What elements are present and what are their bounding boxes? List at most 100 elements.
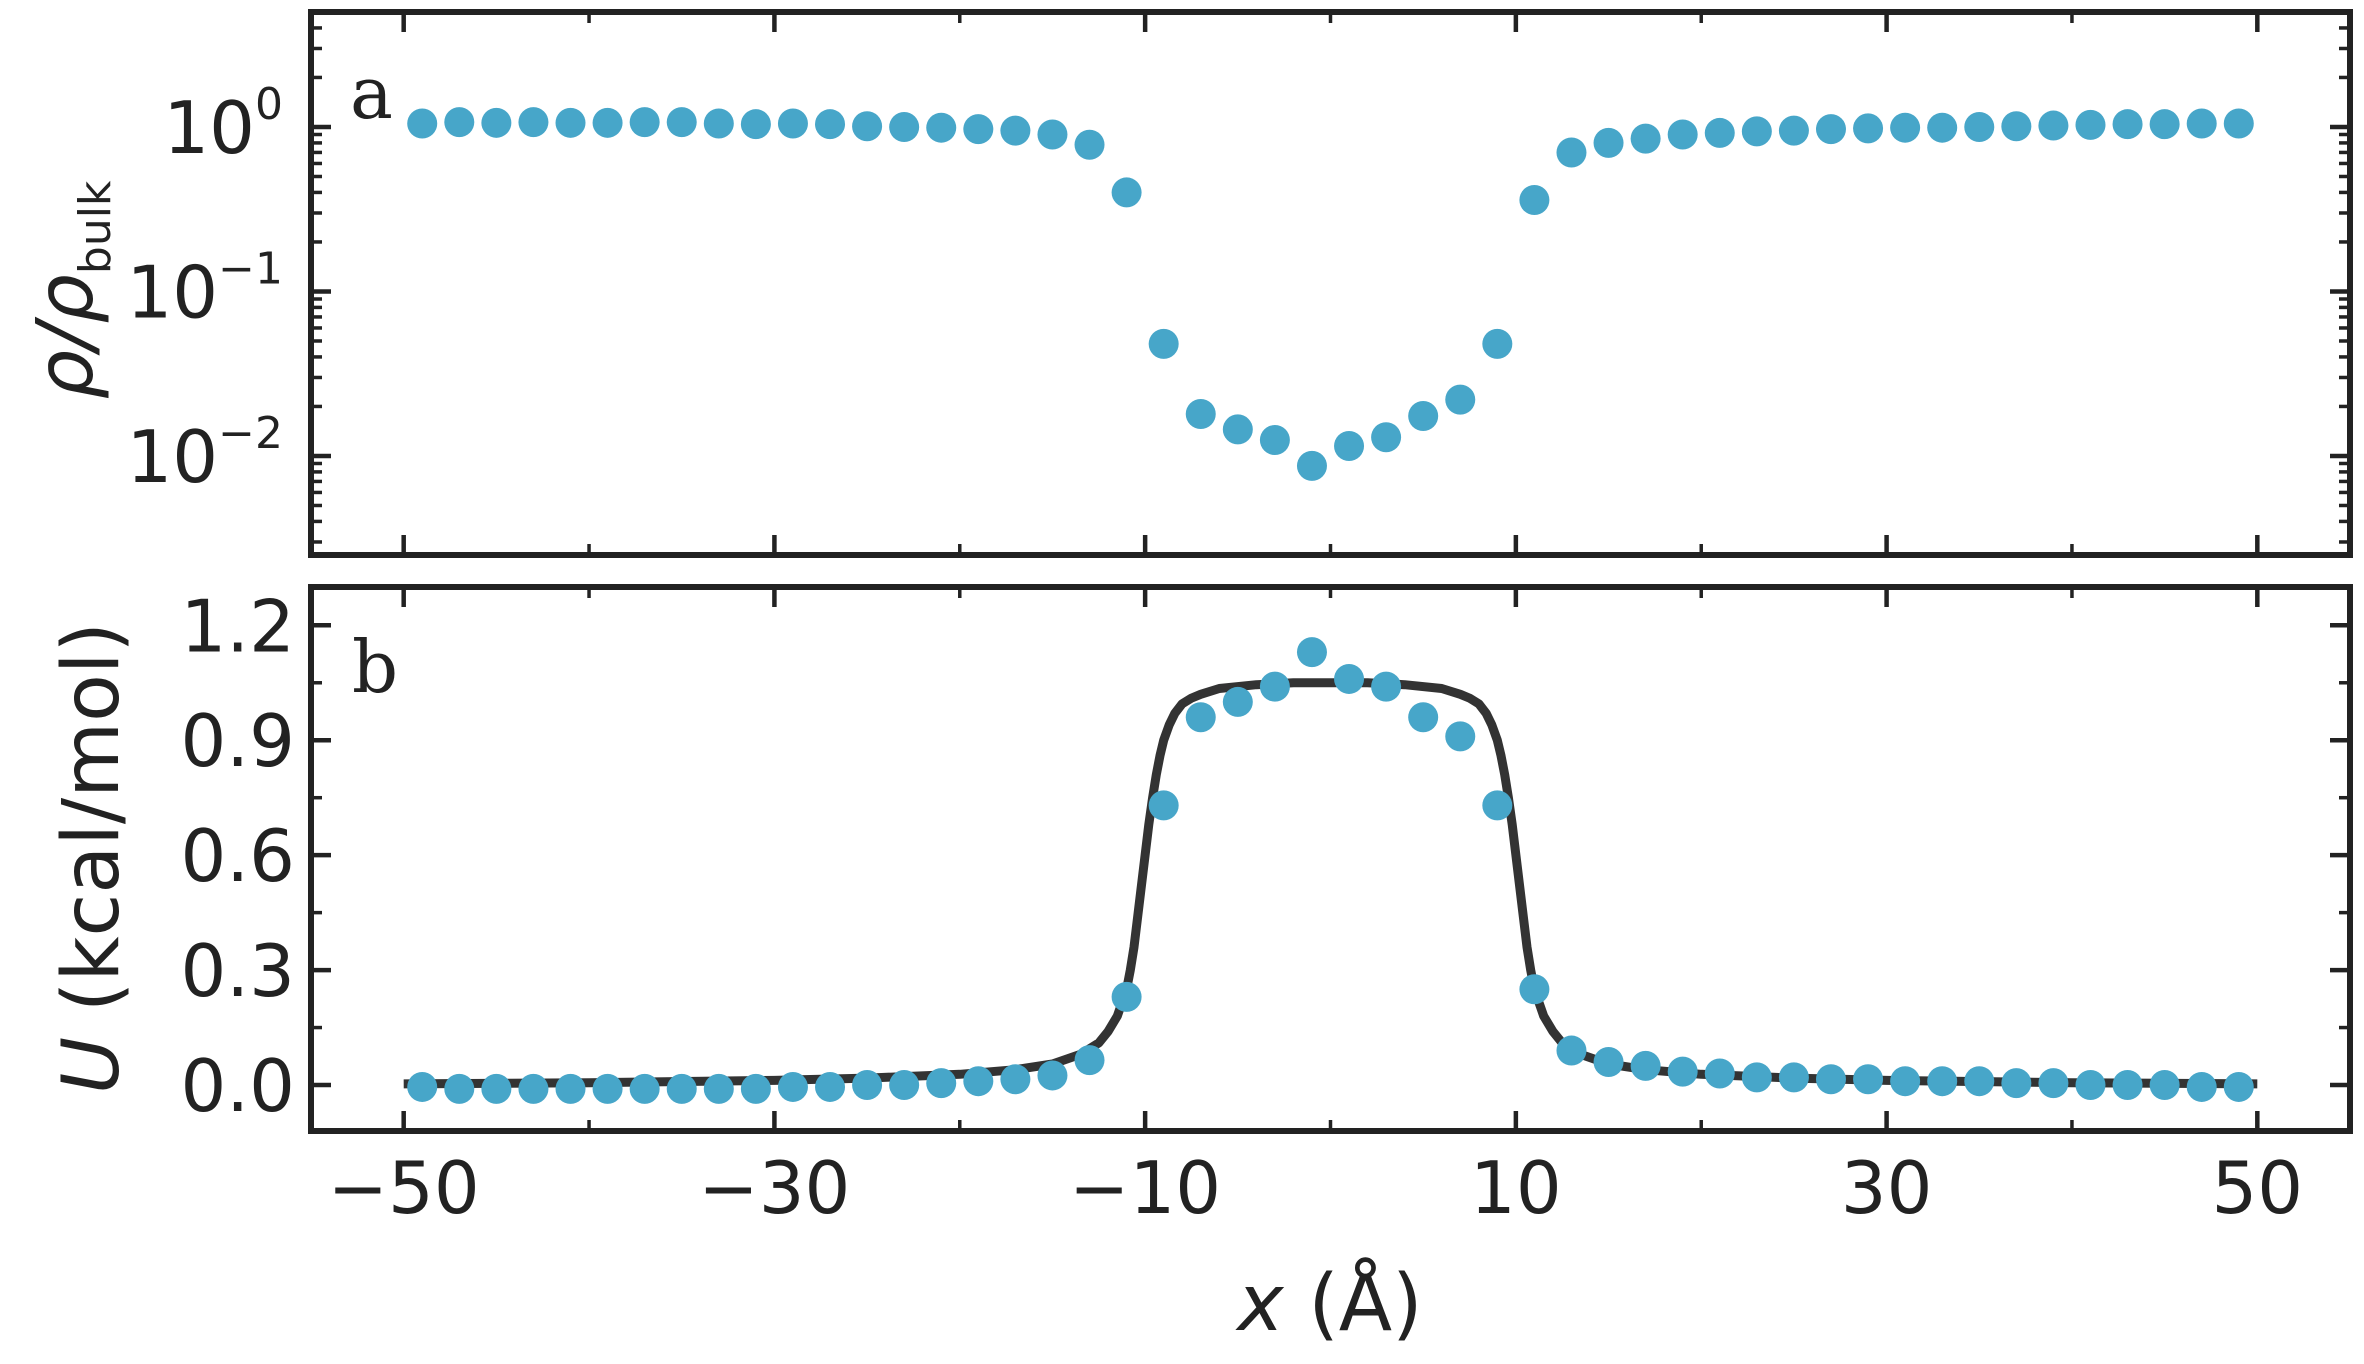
density-point [1890, 112, 1921, 143]
potential-point [1741, 1062, 1772, 1093]
panel-b-fit-curve [403, 678, 2258, 1089]
potential-point [1296, 637, 1327, 668]
potential-point [1853, 1064, 1884, 1095]
potential-point [1519, 974, 1550, 1005]
y-tick-base: 10 [127, 250, 219, 334]
density-point [1556, 137, 1587, 168]
density-point [1667, 119, 1698, 150]
density-point [629, 107, 660, 138]
potential-point [1927, 1066, 1958, 1097]
potential-point [1593, 1047, 1624, 1078]
panel-a-y-axis-title-sub: bulk [70, 180, 121, 274]
panel-a-ticks [311, 10, 2350, 555]
panel-a-y-tick-label: 10−1 [127, 243, 284, 334]
panel-a-y-tick-label: 100 [163, 79, 283, 170]
potential-point [592, 1073, 623, 1104]
density-point [1482, 328, 1513, 359]
panel-b-ticks [311, 587, 2350, 1131]
panel-b-y-tick-label: 0.6 [180, 814, 295, 898]
potential-point [666, 1073, 697, 1104]
potential-point [2112, 1070, 2143, 1101]
potential-point [1111, 981, 1142, 1012]
density-point [777, 108, 808, 139]
panel-b-y-tick-label: 0.3 [180, 929, 295, 1013]
potential-point [1259, 671, 1290, 702]
density-point [1185, 398, 1216, 429]
density-point [444, 107, 475, 138]
panel-b-y-tick-label: 0.0 [180, 1044, 295, 1128]
density-point [2149, 109, 2180, 140]
density-point [518, 107, 549, 138]
potential-point [1037, 1060, 1068, 1091]
potential-point [1074, 1045, 1105, 1076]
density-point [1371, 422, 1402, 453]
panel-a-y-tick-label: 10−2 [127, 408, 284, 499]
density-point [1741, 116, 1772, 147]
density-point [1445, 384, 1476, 415]
panel-a-points [407, 107, 2254, 481]
potential-point [2149, 1070, 2180, 1101]
density-point [407, 108, 438, 139]
potential-point [1890, 1066, 1921, 1097]
density-point [1259, 425, 1290, 456]
density-point [1704, 117, 1735, 148]
panel-b-y-tick-label: 1.2 [180, 584, 295, 668]
panel-b-y-axis-title-var: U [47, 1037, 137, 1094]
potential-point [1778, 1062, 1809, 1093]
panel-a-label: a [350, 51, 393, 135]
density-point [2112, 109, 2143, 140]
density-point [1593, 127, 1624, 158]
density-point [1222, 414, 1253, 445]
x-axis-title-unit: (Å) [1284, 1257, 1423, 1349]
potential-point [963, 1066, 994, 1097]
potential-point [703, 1073, 734, 1104]
density-point [1927, 112, 1958, 143]
panel-b-y-axis-title: U (kcal/mol) [47, 622, 137, 1094]
panel-b-y-tick-labels: 0.0 0.3 0.6 0.9 1.2 [180, 584, 295, 1128]
y-tick-exponent: 0 [255, 79, 283, 130]
density-point [1334, 430, 1365, 461]
density-point [2186, 108, 2217, 139]
panel-a-frame [308, 9, 2353, 558]
density-point [1037, 119, 1068, 150]
density-point [1296, 450, 1327, 481]
potential-point [2001, 1068, 2032, 1099]
potential-point [555, 1073, 586, 1104]
density-point [1111, 177, 1142, 208]
potential-point [1445, 721, 1476, 752]
panel-a-y-axis-title: ρ/ρbulk [21, 180, 121, 399]
density-point [1408, 400, 1439, 431]
panel-b-frame [308, 584, 2353, 1134]
x-axis-title: x (Å) [1234, 1257, 1422, 1349]
density-point [1815, 114, 1846, 145]
density-point [1000, 115, 1031, 146]
density-point [1148, 328, 1179, 359]
potential-point [1222, 686, 1253, 717]
panel-b-x-tick-label: 30 [1841, 1146, 1933, 1230]
potential-point [518, 1073, 549, 1104]
panel-b-x-tick-label: 50 [2212, 1146, 2304, 1230]
density-point [889, 111, 920, 142]
potential-point [444, 1073, 475, 1104]
density-point [1778, 115, 1809, 146]
potential-point [1815, 1064, 1846, 1095]
density-point [481, 107, 512, 138]
y-tick-exponent: −2 [218, 408, 283, 459]
potential-point [777, 1071, 808, 1102]
potential-point [1964, 1066, 1995, 1097]
panel-b: 0.0 0.3 0.6 0.9 1.2 −50 −30 −10 10 30 50 b U (kca… [47, 584, 2353, 1230]
potential-point [1185, 702, 1216, 733]
panel-b-x-tick-label: −30 [698, 1146, 850, 1230]
panel-b-y-axis-title-unit: (kcal/mol) [47, 622, 137, 1037]
density-point [740, 109, 771, 140]
potential-point [1704, 1058, 1735, 1089]
potential-point [2075, 1070, 2106, 1101]
x-axis-title-var: x [1234, 1259, 1284, 1349]
potential-point [1334, 663, 1365, 694]
potential-point [407, 1071, 438, 1102]
density-point [1964, 111, 1995, 142]
density-point [926, 112, 957, 143]
density-point [852, 111, 883, 142]
